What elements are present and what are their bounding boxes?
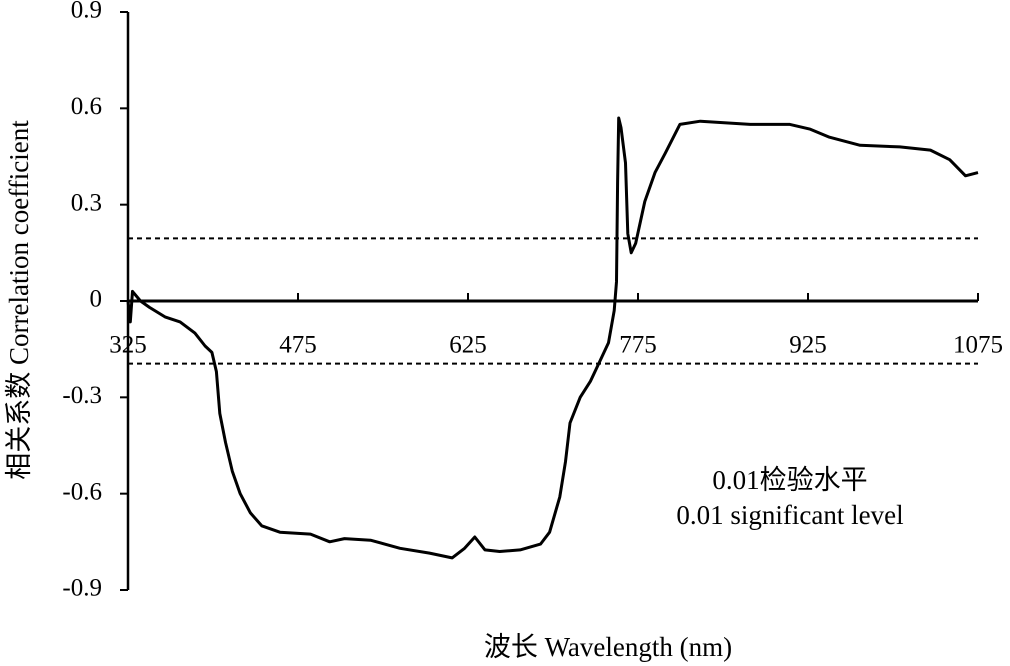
x-tick-label: 325 (109, 332, 147, 359)
y-tick-label: -0.6 (62, 478, 102, 505)
x-tick-label: 475 (279, 332, 317, 359)
y-tick-label: -0.9 (62, 575, 102, 602)
y-tick-label: 0.6 (71, 93, 102, 120)
y-tick-label: 0.3 (71, 189, 102, 216)
annotation: 0.01 significant level (676, 500, 903, 530)
x-axis-label: 波长 Wavelength (nm) (484, 632, 732, 662)
y-tick-label: 0.9 (71, 0, 102, 24)
x-tick-label: 775 (619, 332, 657, 359)
data-line (126, 116, 979, 560)
x-tick-label: 925 (789, 332, 827, 359)
annotation: 0.01检验水平 (712, 465, 867, 495)
y-tick-label: 0 (90, 286, 103, 313)
y-tick-label: -0.3 (62, 382, 102, 409)
x-tick-label: 1075 (953, 332, 1003, 359)
y-axis-label: 相关系数 Correlation coefficient (4, 120, 34, 480)
x-tick-label: 625 (449, 332, 487, 359)
